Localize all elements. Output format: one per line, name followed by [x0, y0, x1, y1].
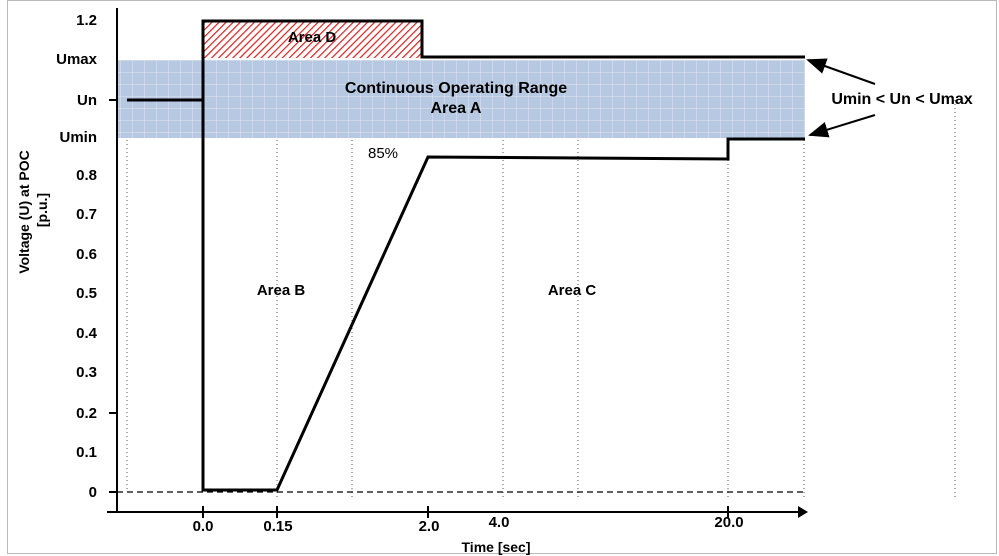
umax-arrow — [806, 58, 876, 85]
y-tick-label: Un — [77, 92, 97, 109]
y-tick-label: 0.5 — [76, 285, 97, 302]
y-axis-title: Voltage (U) at POC — [16, 150, 32, 273]
voltage-relation-label: Umin < Un < Umax — [831, 91, 972, 108]
y-tick-label: 0.6 — [76, 246, 97, 263]
x-axis-title: Time [sec] — [462, 539, 531, 555]
y-tick-label: 0 — [89, 484, 97, 501]
continuous-operating-range-area — [117, 60, 805, 138]
x-axis-ticks — [202, 506, 729, 518]
x-tick-label: 0.0 — [193, 518, 214, 535]
y-tick-label: 0.7 — [76, 206, 97, 223]
x-tick-label: 20.0 — [714, 514, 743, 531]
area-d-label: Area D — [288, 29, 337, 46]
y-axis-title-unit: [p.u.] — [34, 193, 50, 227]
area-b-label: Area B — [257, 282, 306, 299]
x-tick-label: 0.15 — [263, 518, 292, 535]
umin-arrow — [808, 114, 876, 138]
x-tick-label: 4.0 — [489, 514, 510, 531]
percent-label: 85% — [368, 145, 398, 162]
area-d-hatched-region — [203, 21, 422, 58]
x-tick-label: 2.0 — [419, 518, 440, 535]
y-tick-label: 0.4 — [76, 325, 98, 342]
y-tick-label: 0.3 — [76, 364, 97, 381]
area-a-label: Area A — [431, 100, 482, 117]
y-tick-label: 0.8 — [76, 167, 97, 184]
y-tick-label: 1.2 — [76, 12, 97, 29]
y-tick-label: Umin — [60, 129, 98, 146]
y-axis-ticks — [109, 99, 117, 493]
y-tick-label: 0.2 — [76, 405, 97, 422]
vertical-grid — [126, 100, 956, 500]
y-tick-label: Umax — [56, 51, 98, 68]
x-axis-arrow-icon — [798, 506, 808, 518]
upper-voltage-limit-line — [201, 19, 805, 100]
continuous-range-label: Continuous Operating Range — [345, 80, 567, 97]
voltage-profile-line — [127, 98, 805, 492]
y-tick-label: 0.1 — [76, 444, 97, 461]
area-c-label: Area C — [548, 282, 597, 299]
